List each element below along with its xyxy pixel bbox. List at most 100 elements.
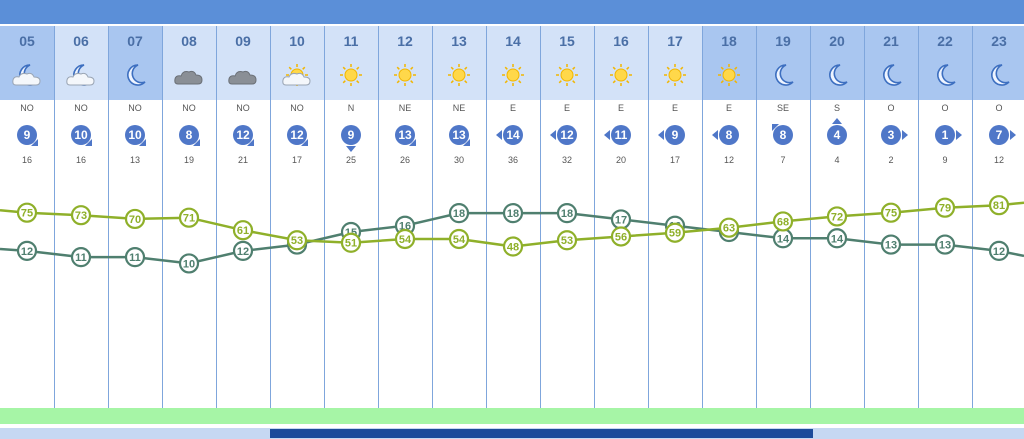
wind-gust: 30 xyxy=(453,155,464,165)
humidity-point[interactable] xyxy=(448,228,470,250)
hour-column[interactable]: 14 xyxy=(486,26,540,100)
moon-icon xyxy=(928,62,962,88)
humidity-label: 59 xyxy=(669,228,681,240)
humidity-label: 54 xyxy=(453,234,466,246)
temperature-point[interactable] xyxy=(448,203,470,224)
wind-arrow-icon xyxy=(346,146,356,152)
wind-direction: NO xyxy=(236,103,250,113)
hour-column[interactable]: 20 xyxy=(810,26,864,100)
hour-label: 11 xyxy=(343,33,359,49)
humidity-point[interactable] xyxy=(394,228,416,250)
wind-gust: 9 xyxy=(942,155,948,165)
hour-column[interactable]: 19 xyxy=(756,26,810,100)
humidity-point[interactable] xyxy=(556,230,578,251)
temperature-point[interactable] xyxy=(502,203,524,224)
wind-direction: SE xyxy=(776,103,789,113)
hour-column[interactable]: 07 xyxy=(108,26,162,100)
sun-icon xyxy=(658,62,692,88)
hour-column[interactable]: 22 xyxy=(918,26,972,100)
moon-icon xyxy=(766,62,800,88)
humidity-point[interactable] xyxy=(124,208,146,230)
wind-direction: NO xyxy=(182,103,196,113)
humidity-point[interactable] xyxy=(880,202,902,223)
temperature-point[interactable] xyxy=(934,234,956,255)
scrollbar-thumb[interactable] xyxy=(270,429,813,438)
humidity-point[interactable] xyxy=(988,195,1010,216)
column-divider xyxy=(864,26,865,424)
humidity-label: 68 xyxy=(777,216,789,228)
hour-column[interactable]: 06 xyxy=(54,26,108,100)
hour-column[interactable]: 18 xyxy=(702,26,756,100)
wind-arrow-icon xyxy=(604,130,610,140)
humidity-point[interactable] xyxy=(16,202,38,223)
wind-direction: NO xyxy=(128,103,142,113)
temperature-point[interactable] xyxy=(70,247,92,268)
hour-column[interactable]: 05 xyxy=(0,26,54,100)
wind-arrow-icon xyxy=(658,130,664,140)
wind-gust: 13 xyxy=(129,155,140,165)
temperature-label: 13 xyxy=(939,240,951,252)
temperature-label: 12 xyxy=(21,246,33,258)
wind-gust: 12 xyxy=(993,155,1004,165)
temperature-point[interactable] xyxy=(124,247,146,268)
hour-column[interactable]: 13 xyxy=(432,26,486,100)
hour-column[interactable]: 16 xyxy=(594,26,648,100)
wind-speed-badge: 1 xyxy=(935,125,955,145)
wind-speed-badge: 14 xyxy=(503,125,523,145)
hour-column[interactable]: 12 xyxy=(378,26,432,100)
moon-cloud-icon xyxy=(10,62,44,88)
humidity-point[interactable] xyxy=(718,217,740,238)
temperature-label: 14 xyxy=(831,233,844,245)
temperature-point[interactable] xyxy=(16,240,38,261)
hour-label: 22 xyxy=(937,33,953,49)
humidity-point[interactable] xyxy=(286,230,308,251)
wind-speed-badge: 9 xyxy=(341,125,361,145)
temperature-point[interactable] xyxy=(826,228,848,249)
humidity-point[interactable] xyxy=(70,205,92,226)
humidity-point[interactable] xyxy=(232,220,254,241)
temperature-point[interactable] xyxy=(232,240,254,261)
hour-column[interactable]: 09 xyxy=(216,26,270,100)
wind-gust: 16 xyxy=(75,155,86,165)
temperature-point[interactable] xyxy=(880,234,902,255)
temperature-point[interactable] xyxy=(178,253,200,274)
sun-icon xyxy=(388,62,422,88)
humidity-label: 75 xyxy=(885,208,897,220)
wind-gust: 2 xyxy=(888,155,894,165)
hour-column[interactable]: 11 xyxy=(324,26,378,100)
hour-column[interactable]: 10 xyxy=(270,26,324,100)
wind-arrow-icon xyxy=(832,118,842,124)
humidity-point[interactable] xyxy=(340,232,362,253)
humidity-point[interactable] xyxy=(772,211,794,232)
hour-column[interactable]: 21 xyxy=(864,26,918,100)
humidity-point[interactable] xyxy=(610,226,632,247)
column-divider xyxy=(162,26,163,424)
temperature-label: 12 xyxy=(237,246,249,258)
wind-arrow-icon xyxy=(247,139,254,146)
temperature-point[interactable] xyxy=(556,203,578,224)
humidity-point[interactable] xyxy=(178,207,200,228)
humidity-point[interactable] xyxy=(934,197,956,218)
humidity-label: 79 xyxy=(939,203,951,215)
humidity-point[interactable] xyxy=(502,236,524,257)
hour-column[interactable]: 15 xyxy=(540,26,594,100)
humidity-label: 54 xyxy=(399,234,412,246)
hour-column[interactable]: 23 xyxy=(972,26,1024,100)
humidity-label: 73 xyxy=(75,210,87,222)
wind-direction: NO xyxy=(74,103,88,113)
wind-direction: NO xyxy=(20,103,34,113)
wind-arrow-icon xyxy=(463,139,470,146)
column-divider xyxy=(648,26,649,424)
green-strip xyxy=(0,408,1024,424)
wind-arrow-icon xyxy=(1010,130,1016,140)
temperature-point[interactable] xyxy=(988,240,1010,261)
temperature-label: 17 xyxy=(615,214,627,226)
humidity-point[interactable] xyxy=(826,206,848,227)
humidity-label: 61 xyxy=(237,225,249,237)
wind-arrow-icon xyxy=(409,139,416,146)
hour-column[interactable]: 17 xyxy=(648,26,702,100)
wind-gust: 7 xyxy=(780,155,786,165)
hour-column[interactable]: 08 xyxy=(162,26,216,100)
humidity-point[interactable] xyxy=(664,222,686,243)
temperature-label: 13 xyxy=(885,240,897,252)
